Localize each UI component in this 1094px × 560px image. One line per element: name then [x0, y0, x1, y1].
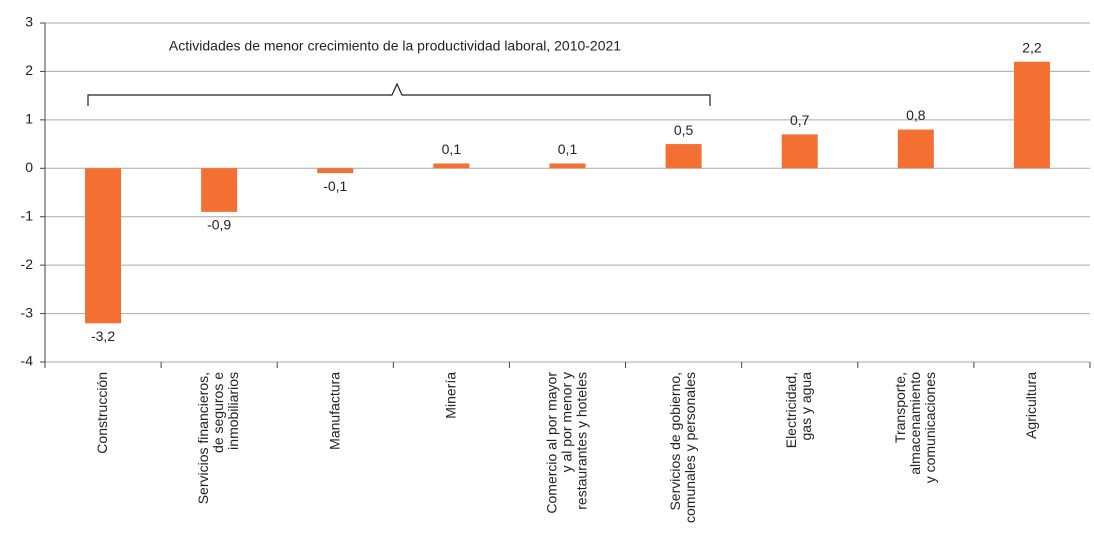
y-tick-label: -2 — [21, 256, 34, 272]
y-tick-label: 3 — [25, 14, 33, 30]
x-tick-label-line: y al por menor y — [558, 372, 574, 472]
bar — [1013, 61, 1050, 169]
bar — [85, 168, 122, 324]
x-tick-label-line: almacenamiento — [907, 372, 923, 475]
value-label: -3,2 — [91, 328, 115, 344]
x-tick-label-line: gas y agua — [798, 372, 814, 441]
value-label: 0,8 — [906, 107, 926, 123]
x-tick-label: Servicios de gobierno,comunales y person… — [667, 372, 698, 523]
x-tick-label-line: Servicios de gobierno, — [667, 372, 683, 511]
x-tick-label-line: Servicios financieros, — [195, 372, 211, 504]
bar — [897, 129, 934, 169]
x-tick-label-line: Manufactura — [326, 372, 342, 450]
bar — [665, 144, 702, 169]
y-tick-label: 0 — [25, 159, 33, 175]
bar — [433, 163, 470, 169]
value-label: 0,5 — [674, 122, 694, 138]
x-tick-label-line: comunales y personales — [682, 372, 698, 523]
x-tick-label: Comercio al por mayory al por menor yres… — [543, 372, 589, 514]
x-tick-label: Construcción — [94, 372, 110, 454]
bar — [317, 168, 354, 174]
bar — [549, 163, 586, 169]
x-tick-label-line: Transporte, — [892, 372, 908, 443]
x-tick-label-line: restaurantes y hoteles — [573, 372, 589, 510]
bracket — [87, 82, 711, 106]
x-tick-label-line: Comercio al por mayor — [543, 372, 559, 514]
value-label: 0,7 — [790, 112, 810, 128]
annotation: Actividades de menor crecimiento de la p… — [169, 38, 621, 54]
y-tick-label: -4 — [21, 353, 34, 369]
y-tick-label: 2 — [25, 62, 33, 78]
x-tick-label-line: Electricidad, — [783, 372, 799, 448]
value-label: -0,9 — [207, 217, 231, 233]
x-tick-label: Electricidad,gas y agua — [783, 372, 814, 448]
x-tick-label-line: de seguros e — [210, 372, 226, 453]
x-tick-label-line: inmobiliarios — [225, 372, 241, 450]
x-tick-label-line: y comunicaciones — [922, 372, 938, 483]
value-label: 0,1 — [558, 141, 578, 157]
x-tick-label: Transporte,almacenamientoy comunicacione… — [892, 372, 938, 483]
bar — [781, 134, 818, 169]
x-tick-label: Servicios financieros,de seguros einmobi… — [195, 372, 241, 504]
x-tick-label-line: Agricultura — [1023, 372, 1039, 439]
y-tick-label: -1 — [21, 207, 34, 223]
value-label: 2,2 — [1022, 39, 1042, 55]
x-tick-label-line: Construcción — [94, 372, 110, 454]
bar — [201, 168, 238, 212]
x-tick-label-line: Minería — [442, 372, 458, 419]
y-tick-label: 1 — [25, 111, 33, 127]
y-tick-label: -3 — [21, 304, 34, 320]
value-label: 0,1 — [442, 141, 462, 157]
x-tick-label: Agricultura — [1023, 372, 1039, 439]
x-tick-label: Minería — [442, 372, 458, 419]
x-tick-label: Manufactura — [326, 372, 342, 450]
value-label: -0,1 — [323, 178, 347, 194]
